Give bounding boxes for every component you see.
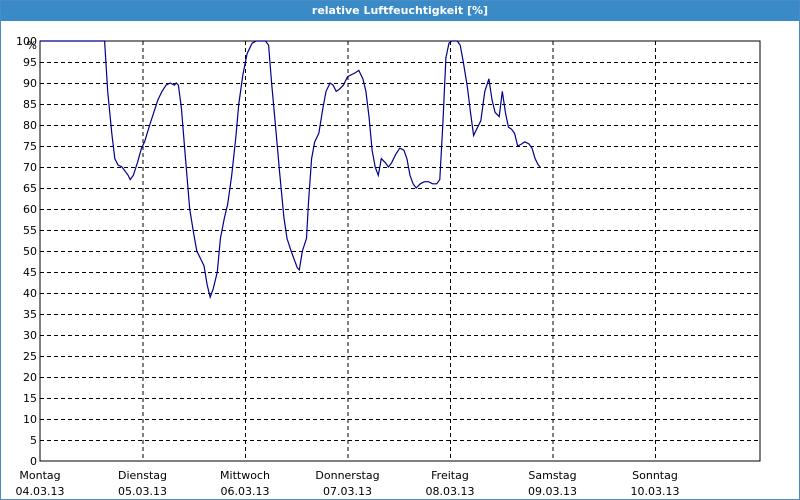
x-tick-day: Freitag — [431, 469, 469, 482]
y-tick-label: 60 — [23, 203, 37, 216]
x-tick-date: 08.03.13 — [426, 485, 475, 498]
y-tick-labels: 0 5 10 15 20 25 30 35 40 45 50 55 60 65 70 75 80 85 90 95 10… — [16, 35, 37, 468]
x-tick-date: 07.03.13 — [323, 485, 372, 498]
y-tick-label: 0 — [30, 455, 37, 468]
y-tick-label: 25 — [23, 350, 37, 363]
x-tick-date: 06.03.13 — [221, 485, 270, 498]
x-tick-labels: Montag 04.03.13 Dienstag 05.03.13 Mittwoch 06… — [16, 469, 680, 498]
y-tick-label: 50 — [23, 245, 37, 258]
y-tick-label: 40 — [23, 287, 37, 300]
y-tick-label: 55 — [23, 224, 37, 237]
y-tick-label: 90 — [23, 77, 37, 90]
y-tick-label: 80 — [23, 119, 37, 132]
x-tick-day: Mittwoch — [220, 469, 270, 482]
y-tick-label: 20 — [23, 371, 37, 384]
y-tick-label: 5 — [30, 434, 37, 447]
x-tick-date: 10.03.13 — [631, 485, 680, 498]
y-tick-label: 75 — [23, 140, 37, 153]
x-tick-date: 04.03.13 — [16, 485, 65, 498]
x-tick-day: Samstag — [528, 469, 576, 482]
x-tick-date: 05.03.13 — [118, 485, 167, 498]
y-gridlines — [40, 62, 760, 441]
y-tick-label: 35 — [23, 308, 37, 321]
y-tick-label: 95 — [23, 56, 37, 69]
y-axis-unit: % — [27, 39, 37, 52]
y-tick-label: 70 — [23, 161, 37, 174]
y-tick-label: 45 — [23, 266, 37, 279]
y-tick-label: 100 — [16, 35, 37, 48]
humidity-line — [40, 40, 541, 300]
chart-title: relative Luftfeuchtigkeit [%] — [1, 1, 799, 21]
x-tick-day: Dienstag — [118, 469, 167, 482]
x-gridlines — [142, 41, 656, 461]
x-tick-date: 09.03.13 — [528, 485, 577, 498]
y-tick-label: 15 — [23, 392, 37, 405]
y-tick-label: 65 — [23, 182, 37, 195]
x-tick-day: Donnerstag — [315, 469, 379, 482]
y-tick-label: 30 — [23, 329, 37, 342]
x-tick-day: Sonntag — [632, 469, 678, 482]
y-tick-label: 85 — [23, 98, 37, 111]
y-tick-label: 10 — [23, 413, 37, 426]
x-tick-day: Montag — [19, 469, 60, 482]
